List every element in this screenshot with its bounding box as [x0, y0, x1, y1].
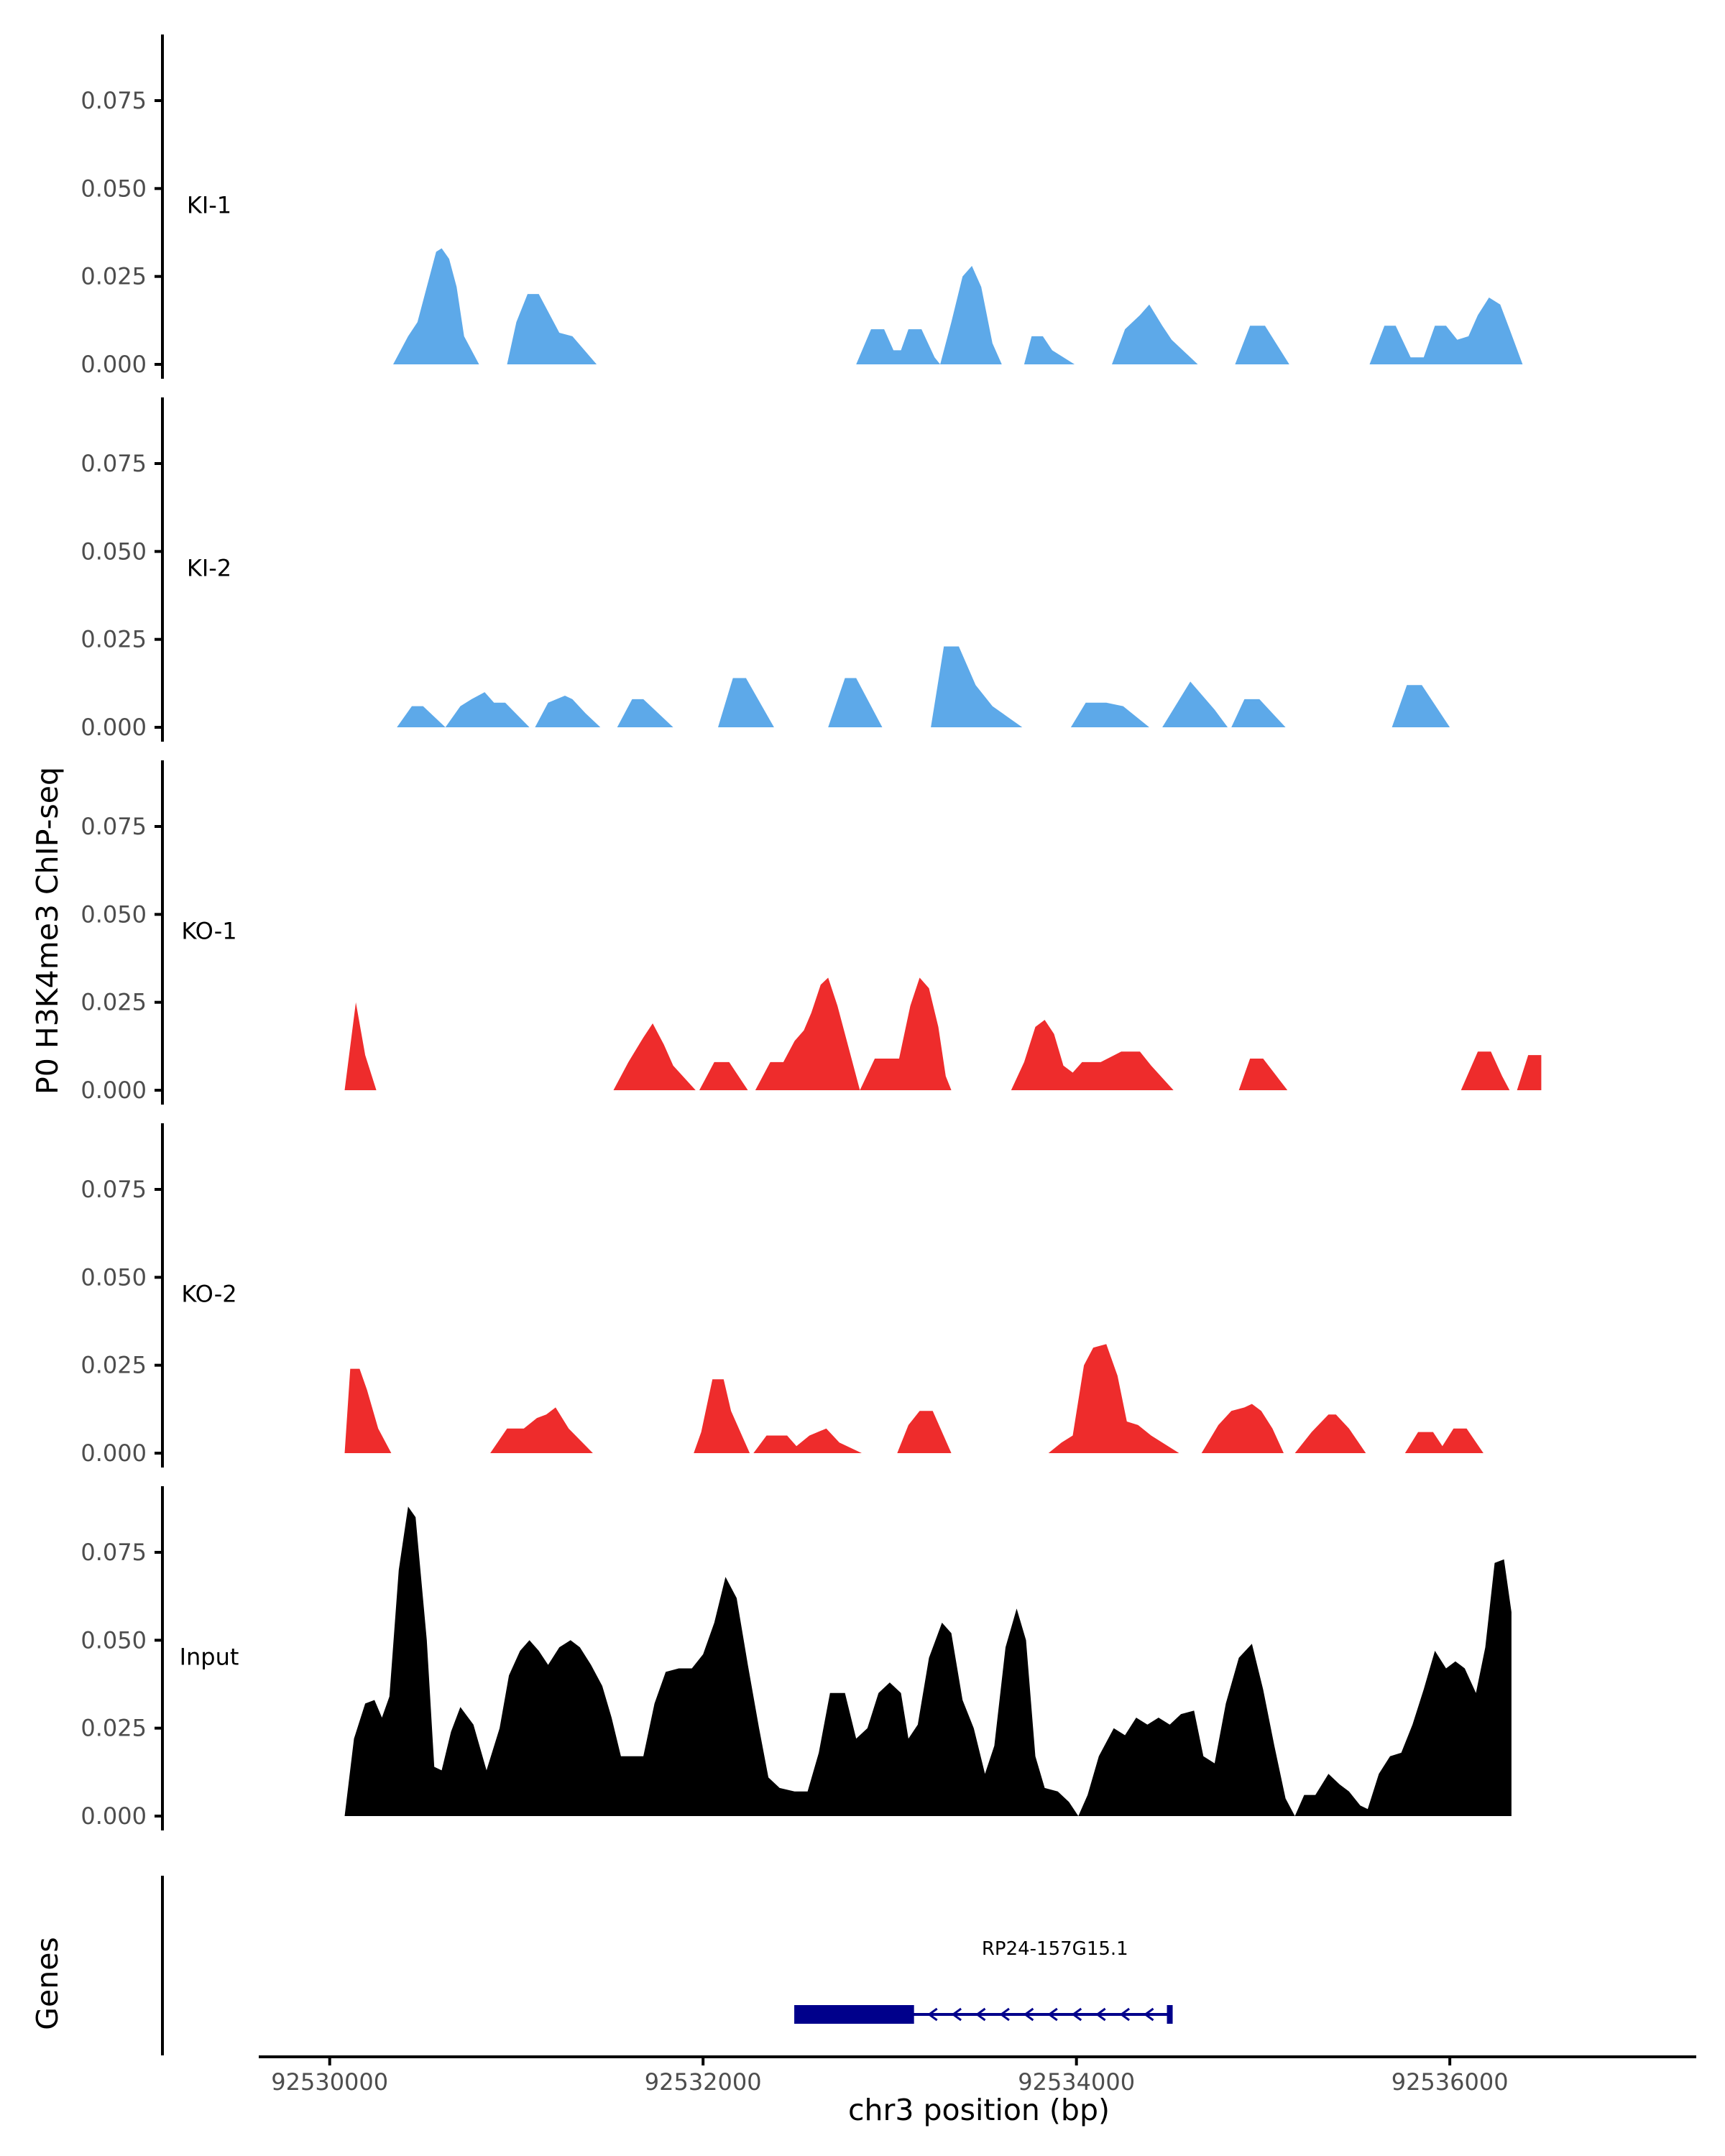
signal-peak [393, 248, 479, 364]
signal-peak [1070, 702, 1149, 727]
strand-arrow-icon [1143, 2007, 1154, 2022]
track-label: KI-1 [187, 191, 231, 218]
y-tick-label: 0.050 [80, 900, 147, 928]
signal-peak [1235, 326, 1289, 364]
signal-peak [445, 692, 530, 727]
track-ko-2: 0.000 0.025 0.050 0.075 KO-2 [80, 1123, 1484, 1468]
signal-peak [344, 1368, 392, 1453]
y-tick-label: 0.000 [80, 714, 147, 741]
gene-exon [796, 2005, 914, 2024]
signal-peak [755, 977, 860, 1090]
strand-arrow-icon [1095, 2007, 1106, 2022]
y-tick-label: 0.050 [80, 538, 147, 565]
signal-peak [397, 706, 446, 727]
strand-arrow-icon [999, 2007, 1010, 2022]
strand-arrow-icon [975, 2007, 986, 2022]
y-axis-title: P0 H3K4me3 ChIP-seq [30, 767, 65, 1095]
y-tick-label: 0.025 [80, 263, 147, 290]
signal-peak [617, 699, 673, 727]
signal-peak [897, 1411, 952, 1453]
y-tick-label: 0.050 [80, 1626, 147, 1654]
y-tick-label: 0.075 [80, 813, 147, 840]
y-tick-label: 0.025 [80, 1352, 147, 1379]
signal-peak [1369, 298, 1523, 364]
y-tick-label: 0.075 [80, 450, 147, 477]
signal-peak [507, 294, 597, 364]
x-tick-label: 92536000 [1392, 2068, 1509, 2096]
signal-peak [1048, 1344, 1179, 1453]
x-tick-label: 92530000 [271, 2068, 388, 2096]
track-label: Input [180, 1643, 239, 1670]
track-ki-2: 0.000 0.025 0.050 0.075 KI-2 [80, 397, 1450, 742]
signal-peak [1392, 685, 1450, 727]
x-tick-label: 92534000 [1018, 2068, 1135, 2096]
gene-name-label: RP24-157G15.1 [982, 1938, 1128, 1960]
track-input: 0.000 0.025 0.050 0.075 Input [80, 1486, 1512, 1830]
x-tick-label: 92532000 [645, 2068, 762, 2096]
y-tick-label: 0.025 [80, 1715, 147, 1742]
y-tick-label: 0.075 [80, 87, 147, 114]
signal-peak [1162, 681, 1228, 727]
signal-peak [1024, 336, 1075, 364]
track-ki-1: 0.000 0.025 0.050 0.075 KI-1 [80, 34, 1523, 379]
y-tick-label: 0.075 [80, 1176, 147, 1203]
signal-peak [613, 1023, 696, 1090]
tracks-group: 0.0000.0250.0500.075KI-10.0000.0250.0500… [80, 34, 1542, 1830]
signal-peak [490, 1407, 593, 1453]
y-tick-label: 0.050 [80, 1263, 147, 1291]
track-ko-1: 0.000 0.025 0.050 0.075 KO-1 [80, 760, 1542, 1105]
signal-peak [699, 1061, 748, 1090]
y-tick-label: 0.000 [80, 351, 147, 378]
strand-arrow-icon [927, 2007, 938, 2022]
y-tick-label: 0.000 [80, 1802, 147, 1830]
y-tick-label: 0.025 [80, 989, 147, 1016]
y-tick-label: 0.050 [80, 175, 147, 202]
genes-label: Genes [30, 1937, 65, 2030]
signal-peak [1231, 699, 1286, 727]
signal-peak [1112, 304, 1198, 364]
strand-arrow-icon [1071, 2007, 1082, 2022]
signal-peak [860, 977, 952, 1090]
signal-peak [931, 646, 1023, 727]
strand-arrow-icon [1023, 2007, 1034, 2022]
y-tick-label: 0.075 [80, 1539, 147, 1566]
signal-peak [940, 266, 1002, 364]
y-tick-label: 0.000 [80, 1439, 147, 1467]
strand-arrow-icon [1047, 2007, 1058, 2022]
signal-peak [1201, 1404, 1284, 1453]
signal-peak [694, 1379, 750, 1453]
signal-peak [535, 696, 601, 727]
track-label: KO-2 [181, 1280, 236, 1307]
signal-peak [856, 329, 941, 364]
signal-peak [828, 678, 883, 727]
x-axis-title: chr3 position (bp) [848, 2093, 1110, 2127]
track-label: KI-2 [187, 554, 231, 581]
signal-peak [1238, 1059, 1288, 1090]
signal-peak [344, 1506, 1512, 1816]
signal-peak [718, 678, 774, 727]
signal-peak [344, 1002, 377, 1090]
x-axis: 92530000 92532000 92534000 92536000 [259, 2055, 1696, 2096]
gene-panel: RP24-157G15.1 [161, 1876, 1173, 2055]
strand-arrow-icon [951, 2007, 962, 2022]
y-tick-label: 0.000 [80, 1077, 147, 1104]
signal-peak [1404, 1428, 1484, 1453]
signal-peak [1294, 1414, 1366, 1453]
strand-arrow-icon [1119, 2007, 1130, 2022]
signal-peak [1460, 1051, 1542, 1090]
y-tick-label: 0.025 [80, 626, 147, 653]
signal-peak [1011, 1020, 1174, 1090]
signal-peak [753, 1428, 862, 1453]
track-label: KO-1 [181, 917, 236, 944]
